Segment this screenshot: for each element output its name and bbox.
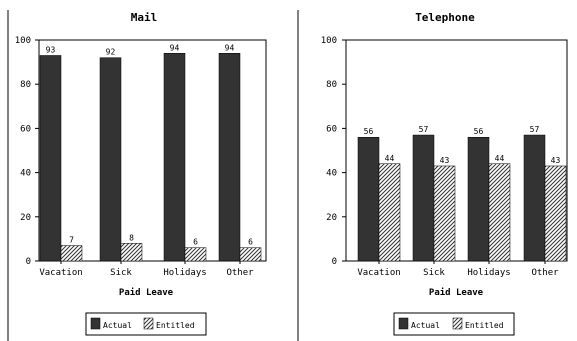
mail-bars: 93 7 92 8 94 6 94 6 [39,43,262,262]
mail-legend-label-entitled: Entitled [156,321,195,330]
telephone-legend-label-entitled: Entitled [465,321,504,330]
mail-chart-title: Mail [131,11,158,24]
telephone-bar-actual [357,136,380,262]
telephone-category-labels: Vacation Sick Holidays Other [357,261,559,278]
mail-y-tick-label: 40 [20,169,31,179]
mail-data-label: 94 [170,43,180,52]
telephone-legend-swatch-entitled [452,317,463,330]
mail-bar-entitled [120,243,143,262]
mail-bar-actual [218,53,241,262]
telephone-legend-swatch-actual [398,317,409,330]
mail-data-label: 94 [225,43,235,52]
telephone-bar-entitled [488,163,511,262]
telephone-data-label: 44 [385,154,395,163]
telephone-bar-actual [467,136,490,262]
mail-data-label: 8 [129,233,134,242]
mail-y-axis: 0 20 40 60 80 100 [15,36,39,267]
telephone-y-tick-label: 100 [321,36,337,46]
mail-bar-actual [99,57,122,262]
mail-data-label: 6 [248,238,253,247]
mail-bar-actual [39,55,62,262]
telephone-plot-area [345,39,568,262]
mail-bar-actual [163,53,186,262]
telephone-bar-entitled [544,165,567,262]
telephone-category-label: Holidays [467,268,510,278]
telephone-y-tick-label: 40 [326,169,337,179]
telephone-category-label: Sick [423,268,445,278]
mail-y-tick-label: 0 [26,257,31,267]
mail-data-label: 93 [46,45,56,54]
mail-y-tick-label: 60 [20,124,31,134]
telephone-y-tick-label: 20 [326,213,337,223]
telephone-data-label: 43 [551,156,561,165]
telephone-y-tick-label: 60 [326,124,337,134]
telephone-data-label: 43 [440,156,450,165]
telephone-data-label: 57 [530,125,540,134]
mail-bar-entitled [184,247,207,262]
telephone-data-label: 56 [474,127,484,136]
mail-legend-swatch-entitled [143,317,154,330]
mail-chart: Mail 0 20 40 60 80 100 93 7 92 8 94 6 94 6 Vacation S… [15,11,267,336]
telephone-y-tick-label: 80 [326,80,337,90]
mail-data-label: 6 [193,238,198,247]
mail-legend-label-actual: Actual [103,321,132,330]
telephone-data-label: 57 [419,125,429,134]
mail-legend-swatch-actual [90,317,101,330]
mail-category-label: Holidays [163,268,206,278]
mail-category-label: Other [226,268,254,278]
telephone-bar-entitled [378,163,401,262]
mail-category-label: Sick [110,268,132,278]
telephone-bar-actual [412,134,435,262]
mail-bar-entitled [239,247,262,262]
mail-category-label: Vacation [39,268,82,278]
mail-y-tick-label: 80 [20,80,31,90]
mail-category-labels: Vacation Sick Holidays Other [39,261,254,278]
mail-data-label: 92 [106,48,116,57]
telephone-category-label: Vacation [357,268,400,278]
telephone-legend: Actual Entitled [393,312,515,336]
mail-data-label: 7 [69,236,74,245]
mail-bar-entitled [60,245,83,262]
mail-y-tick-label: 20 [20,213,31,223]
telephone-legend-label-actual: Actual [411,321,440,330]
telephone-data-label: 44 [495,154,505,163]
telephone-bars: 56 44 57 43 56 44 57 43 [357,125,567,262]
telephone-data-label: 56 [364,127,374,136]
mail-y-tick-label: 100 [15,36,31,46]
mail-x-axis-label: Paid Leave [119,287,174,298]
telephone-category-label: Other [531,268,559,278]
mail-legend: Actual Entitled [85,312,207,336]
telephone-x-axis-label: Paid Leave [429,287,484,298]
telephone-bar-actual [523,134,546,262]
telephone-y-tick-label: 0 [332,257,337,267]
telephone-bar-entitled [433,165,456,262]
telephone-y-axis: 0 20 40 60 80 100 [321,36,346,267]
mail-plot-area [38,39,267,262]
telephone-chart-title: Telephone [415,11,475,24]
